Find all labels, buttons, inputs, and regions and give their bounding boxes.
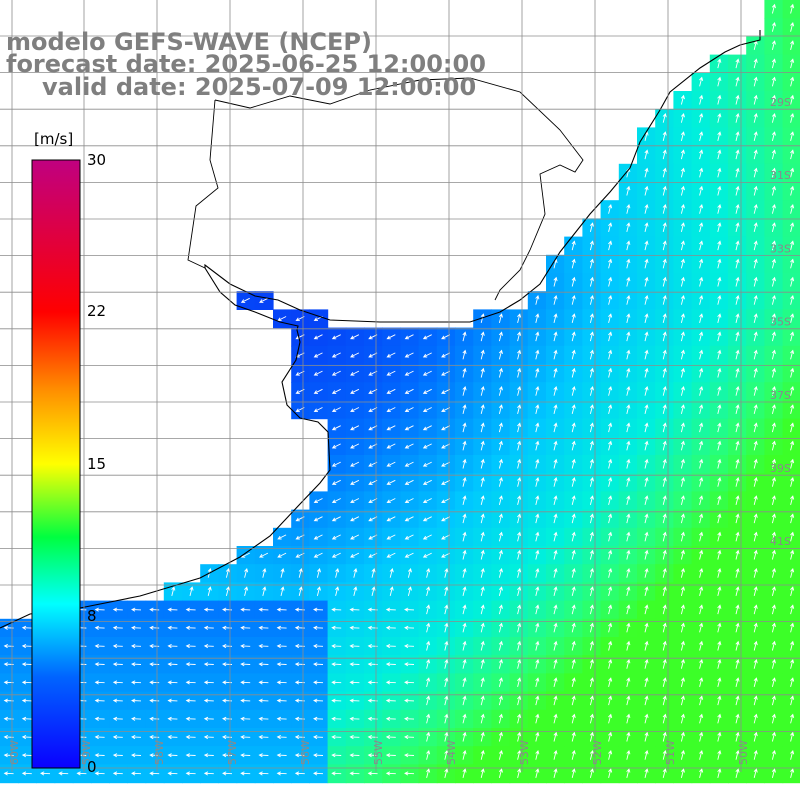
longitude-label: 53W (518, 740, 531, 765)
latitude-label: 37S (770, 389, 791, 402)
longitude-label: 54W (445, 740, 458, 765)
latitude-label: 41S (770, 535, 791, 548)
longitude-label: 50W (737, 740, 750, 765)
longitude-label: 56W (299, 740, 312, 765)
longitude-labels: 60W 59W 58W 57W 56W 55W 54W 53W 52W 51W 50W (8, 740, 750, 765)
colorbar-tick-label: 0 (87, 758, 97, 776)
longitude-label: 51W (664, 740, 677, 765)
country-border (187, 77, 584, 301)
longitude-label: 52W (591, 740, 604, 765)
latitude-label: 33S (770, 242, 791, 255)
colorbar-tick-label: 8 (87, 607, 97, 625)
longitude-label: 59W (80, 740, 93, 765)
longitude-label: 60W (8, 740, 21, 765)
latitude-label: 31S (770, 169, 791, 182)
latitude-label: 29S (770, 96, 791, 109)
colorbar-tick-label: 15 (87, 455, 107, 473)
latitude-label: 35S (770, 316, 791, 329)
model-title: modelo GEFS-WAVE (NCEP) (6, 28, 372, 56)
colorbar-tick-label: 30 (87, 151, 107, 169)
longitude-label: 57W (226, 740, 239, 765)
forecast-date: forecast date: 2025-06-25 12:00:00 (6, 50, 486, 78)
longitude-label: 55W (372, 740, 385, 765)
coastline (0, 30, 761, 629)
latitude-label: 39S (770, 462, 791, 475)
colorbar-tick-label: 22 (87, 302, 107, 320)
colorbar-unit-label: [m/s] (34, 130, 74, 148)
lat-lon-grid (0, 0, 800, 772)
longitude-label: 58W (153, 740, 166, 765)
latitude-labels: 29S 31S 33S 35S 37S 39S 41S (770, 96, 791, 548)
valid-date: valid date: 2025-07-09 12:00:00 (42, 73, 477, 101)
colorbar (31, 159, 81, 769)
